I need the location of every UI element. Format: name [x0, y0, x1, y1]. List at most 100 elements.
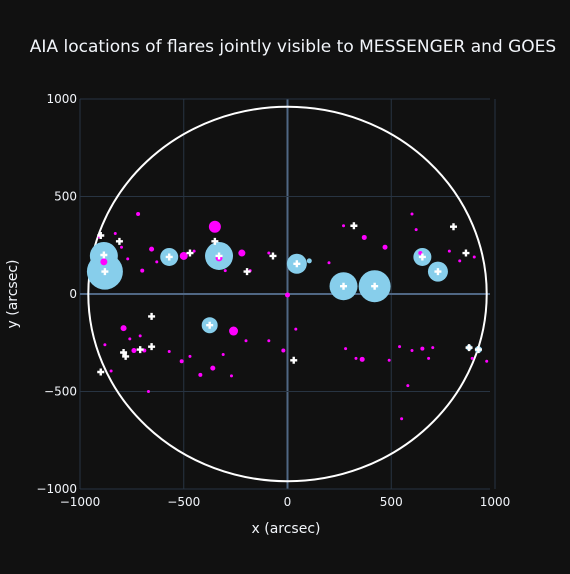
data-point — [387, 358, 391, 362]
data-point — [414, 228, 418, 232]
data-point — [485, 359, 489, 363]
cross-marker — [350, 222, 358, 230]
cross-marker — [115, 237, 123, 245]
cross-marker — [122, 352, 130, 360]
cross-marker — [269, 252, 277, 260]
cross-marker — [465, 344, 473, 352]
y-tick-label: −1000 — [36, 482, 77, 496]
cross-marker — [101, 268, 109, 276]
data-point — [285, 292, 290, 298]
data-point — [128, 337, 132, 341]
x-axis-label: x (arcsec) — [252, 521, 321, 537]
data-point — [140, 268, 145, 273]
cross-marker — [97, 368, 105, 376]
data-point — [431, 346, 435, 350]
data-point — [267, 251, 271, 255]
data-point — [188, 354, 192, 358]
data-point — [146, 390, 150, 393]
data-point — [100, 258, 108, 266]
data-point — [354, 356, 358, 360]
data-point — [136, 212, 141, 217]
data-point — [229, 326, 239, 336]
data-point — [458, 259, 462, 263]
cross-marker — [290, 356, 298, 364]
x-tick-label: 500 — [380, 495, 403, 509]
series-2 — [97, 222, 482, 376]
data-point — [167, 350, 171, 354]
cross-marker — [371, 282, 379, 290]
data-point — [427, 356, 431, 360]
cross-marker — [211, 237, 219, 245]
data-point — [103, 343, 107, 347]
data-point — [406, 384, 410, 388]
data-point — [420, 346, 425, 351]
cross-marker — [148, 343, 156, 351]
data-point — [342, 224, 346, 228]
data-point — [470, 356, 474, 360]
data-point — [198, 372, 203, 377]
data-point — [131, 348, 137, 354]
y-tick-label: 1000 — [46, 92, 77, 106]
x-tick-label: −1000 — [60, 495, 101, 509]
cross-marker — [434, 268, 442, 276]
cross-marker — [206, 321, 214, 329]
cross-marker — [100, 251, 108, 259]
cross-marker — [120, 349, 128, 356]
series-1 — [97, 212, 489, 421]
data-point — [306, 258, 312, 264]
y-tick-label: 0 — [69, 287, 77, 301]
cross-marker — [243, 268, 251, 276]
y-tick-label: −500 — [44, 385, 77, 399]
data-point — [238, 249, 246, 257]
cross-marker — [462, 249, 470, 257]
data-point — [149, 246, 155, 252]
data-point — [361, 234, 367, 240]
data-point — [221, 352, 225, 356]
data-point — [382, 244, 388, 250]
data-point — [447, 249, 451, 253]
data-point — [359, 356, 365, 362]
chart-title: AIA locations of flares jointly visible … — [30, 37, 556, 57]
cross-marker — [418, 253, 426, 261]
data-point — [138, 334, 142, 338]
y-tick-label: 500 — [54, 190, 77, 204]
x-tick-label: 1000 — [480, 495, 511, 509]
data-point — [109, 369, 113, 373]
x-tick-label: 0 — [284, 495, 292, 509]
data-point — [267, 339, 271, 343]
data-point — [113, 232, 117, 236]
cross-marker — [474, 346, 482, 354]
cross-marker — [450, 223, 457, 231]
cross-marker — [215, 252, 223, 260]
data-point — [410, 349, 414, 353]
data-point — [223, 269, 227, 273]
data-point — [244, 339, 248, 343]
data-point — [410, 212, 414, 216]
cross-marker — [186, 249, 194, 257]
data-point — [210, 365, 216, 371]
cross-marker — [293, 260, 301, 268]
cross-marker — [340, 282, 348, 290]
limb-layer — [87, 105, 488, 483]
x-tick-label: −500 — [167, 495, 200, 509]
data-point — [472, 255, 476, 259]
data-point — [294, 327, 298, 331]
cross-marker — [97, 232, 105, 239]
data-point — [126, 257, 130, 261]
data-point — [120, 325, 127, 332]
data-point — [281, 348, 286, 353]
y-axis-label: y (arcsec) — [5, 260, 21, 329]
cross-marker — [148, 312, 156, 320]
data-point — [120, 245, 123, 249]
data-point — [179, 359, 184, 364]
data-point — [344, 347, 348, 351]
solar-limb-circle — [87, 105, 488, 483]
data-point — [208, 220, 221, 233]
data-point — [229, 374, 233, 378]
tick-layer: −1000 −500 0 500 1000 −1000 −500 0 500 1000 — [36, 92, 510, 509]
cross-marker — [165, 253, 173, 261]
marker-layer — [86, 212, 489, 421]
data-point — [400, 417, 404, 421]
